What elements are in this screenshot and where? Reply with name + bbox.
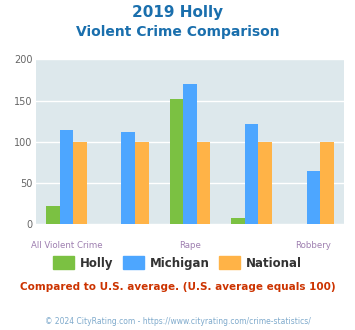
Bar — [307, 171, 320, 224]
Text: 2019 Holly: 2019 Holly — [132, 5, 223, 20]
Text: Compared to U.S. average. (U.S. average equals 100): Compared to U.S. average. (U.S. average … — [20, 282, 335, 292]
Text: Rape: Rape — [179, 241, 201, 250]
Bar — [183, 84, 197, 224]
Text: Violent Crime Comparison: Violent Crime Comparison — [76, 25, 279, 39]
Text: © 2024 CityRating.com - https://www.cityrating.com/crime-statistics/: © 2024 CityRating.com - https://www.city… — [45, 317, 310, 326]
Bar — [320, 142, 334, 224]
Legend: Holly, Michigan, National: Holly, Michigan, National — [48, 252, 307, 274]
Bar — [245, 124, 258, 224]
Bar — [231, 218, 245, 224]
Bar — [60, 129, 73, 224]
Text: Robbery: Robbery — [295, 241, 332, 250]
Bar — [170, 99, 183, 224]
Text: All Violent Crime: All Violent Crime — [31, 241, 102, 250]
Bar — [197, 142, 210, 224]
Bar — [121, 132, 135, 224]
Bar — [46, 206, 60, 224]
Bar — [73, 142, 87, 224]
Bar — [135, 142, 148, 224]
Bar — [258, 142, 272, 224]
